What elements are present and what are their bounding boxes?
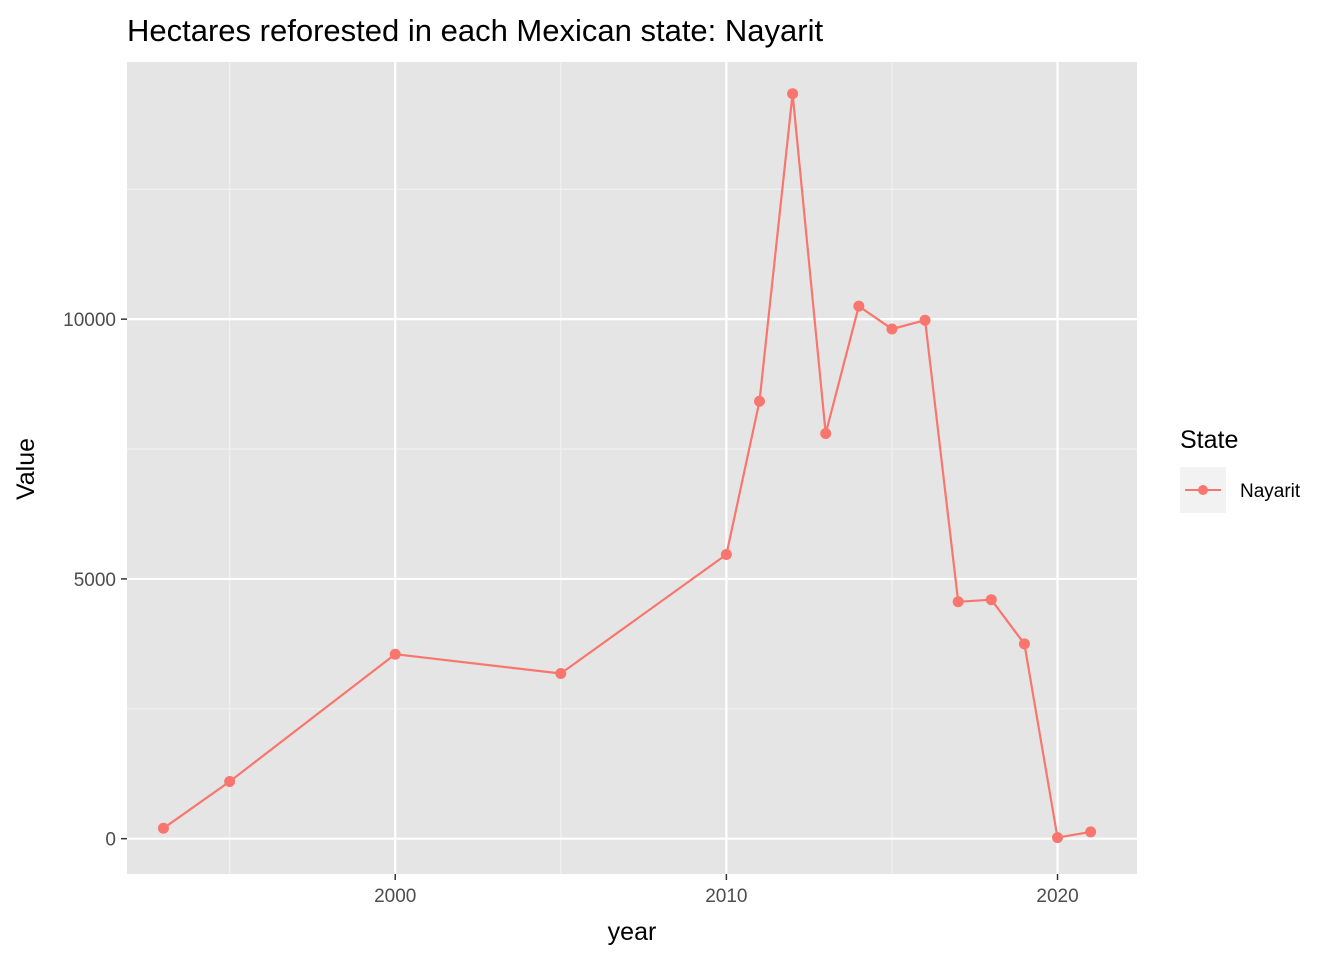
x-tick-label: 2000	[374, 886, 416, 907]
y-tick-label: 0	[105, 830, 116, 851]
data-point	[1085, 826, 1097, 838]
chart-title: Hectares reforested in each Mexican stat…	[127, 13, 823, 48]
y-tick-label: 10000	[63, 310, 116, 331]
x-axis-title: year	[608, 918, 657, 946]
minor-gridlines	[127, 62, 1137, 874]
legend-key-point	[1198, 485, 1208, 495]
data-point	[224, 776, 236, 788]
y-axis-title: Value	[12, 438, 40, 500]
legend: State Nayarit	[1180, 426, 1301, 513]
data-point	[820, 427, 832, 439]
data-point	[1018, 638, 1030, 650]
data-point	[952, 596, 964, 608]
data-point	[919, 314, 931, 326]
data-point	[753, 395, 765, 407]
data-point	[1052, 832, 1064, 844]
y-tick-label: 5000	[74, 570, 116, 591]
major-gridlines	[127, 62, 1137, 874]
x-tick-label: 2020	[1036, 886, 1078, 907]
data-point	[853, 300, 865, 312]
series-line-nayarit	[162, 92, 1091, 839]
y-axis: 0 5000 10000	[63, 310, 127, 851]
legend-title: State	[1180, 426, 1238, 454]
x-axis: 2000 2010 2020	[374, 874, 1079, 907]
data-point	[985, 594, 997, 606]
data-point	[787, 88, 799, 100]
data-point	[389, 648, 401, 660]
data-point	[157, 822, 169, 834]
data-point	[555, 667, 567, 679]
data-point	[886, 323, 898, 335]
x-tick-label: 2010	[705, 886, 747, 907]
legend-label-nayarit: Nayarit	[1240, 481, 1301, 502]
plot-panel	[127, 62, 1137, 874]
data-point	[720, 548, 732, 560]
series-layer	[157, 88, 1097, 844]
